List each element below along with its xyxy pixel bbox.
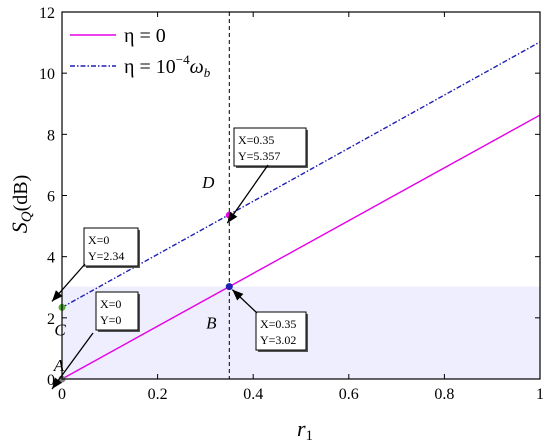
y-axis-label: SQ(dB): [7, 175, 35, 234]
y-tick-label: 0: [47, 372, 55, 389]
datatip-box: [255, 311, 307, 351]
legend-label-2: η = 10−4ωb: [124, 52, 211, 80]
datatip-y: Y=3.02: [260, 333, 296, 347]
datatip-y: Y=0: [100, 313, 121, 327]
x-tick-label: 0.4: [243, 386, 263, 403]
point-label-c: C: [54, 320, 66, 339]
datatip-arrow: [51, 332, 94, 390]
datatip-x: X=0.35: [238, 133, 274, 147]
series-line-2: [61, 41, 541, 309]
datatip-arrowhead: [227, 211, 238, 224]
datatip-arrow: [226, 164, 269, 224]
y-tick-label: 6: [47, 189, 55, 206]
datatip-y: Y=5.357: [238, 149, 280, 163]
x-axis-label: r1: [297, 416, 313, 442]
datatip-y: Y=2.34: [88, 249, 124, 263]
datatip-arrowhead: [232, 289, 244, 301]
datatip-arrowhead: [52, 290, 63, 302]
series-line-1: [61, 114, 541, 380]
datatip-box: [95, 291, 139, 331]
x-tick-label: 0: [58, 386, 66, 403]
x-tick-label: 0.8: [434, 386, 454, 403]
datatip-x: X=0: [100, 297, 121, 311]
datatip-box: [233, 127, 307, 167]
legend-label-1: η = 0: [124, 25, 166, 47]
datatip-x: X=0.35: [260, 317, 296, 331]
x-tick-label: 1: [536, 386, 544, 403]
point-b: [225, 283, 233, 291]
y-tick-label: 4: [47, 250, 55, 267]
y-tick-label: 10: [39, 66, 55, 83]
datatip-x: X=0: [88, 233, 109, 247]
point-label-b: B: [206, 314, 217, 333]
datatip-arrowhead: [52, 377, 63, 389]
y-tick-label: 2: [47, 311, 55, 328]
datatip-box: [83, 227, 139, 267]
x-tick-label: 0.2: [148, 386, 168, 403]
y-tick-label: 12: [39, 5, 55, 22]
y-tick-label: 8: [47, 127, 55, 144]
point-label-d: D: [201, 173, 215, 192]
x-tick-label: 0.6: [339, 386, 359, 403]
